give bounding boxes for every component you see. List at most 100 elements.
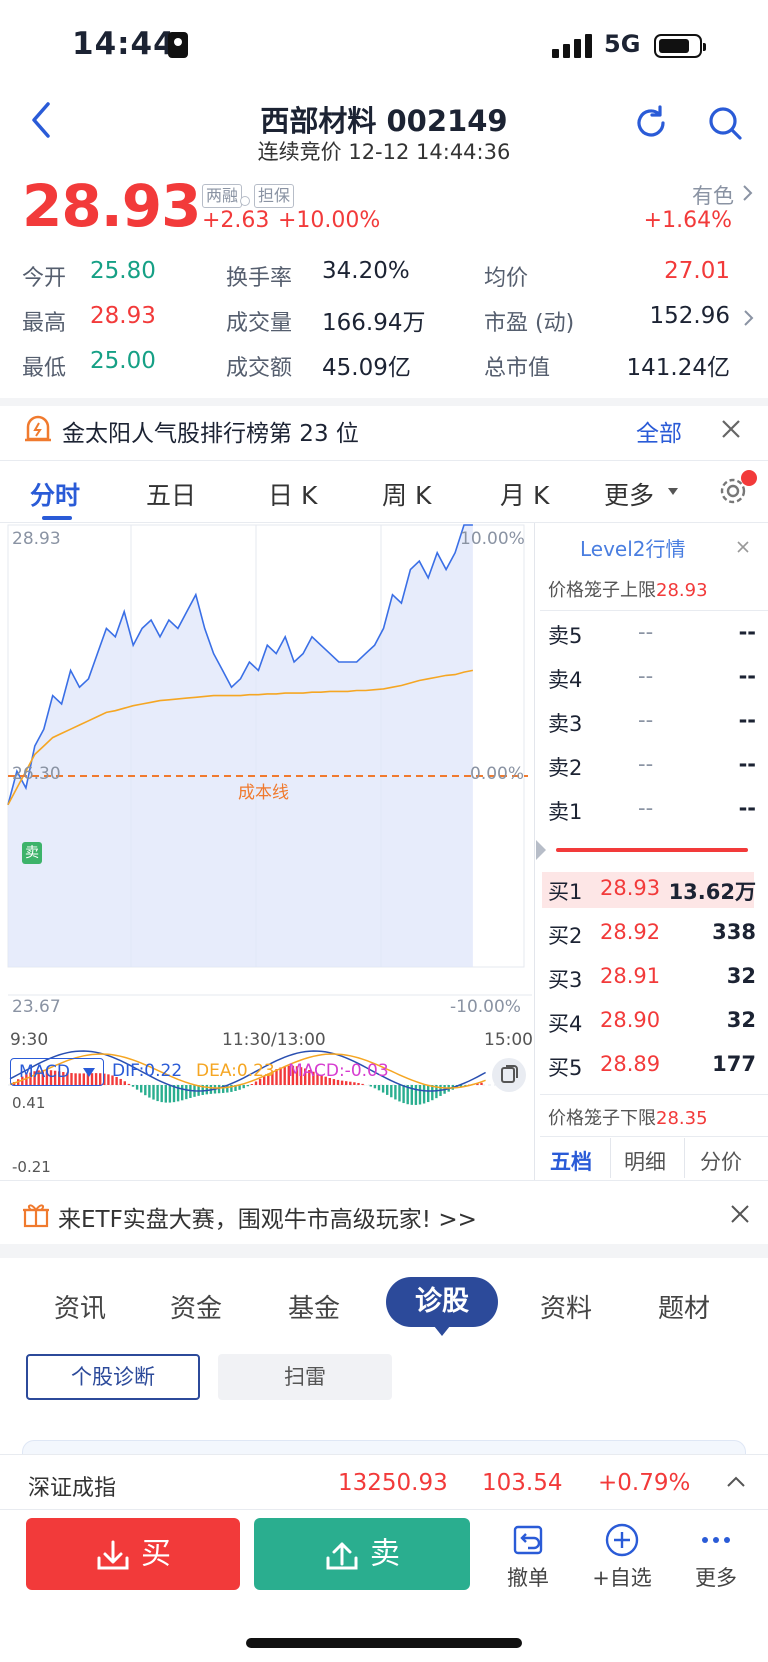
search-icon[interactable] xyxy=(706,104,744,142)
divider xyxy=(0,1180,768,1181)
bid-row[interactable]: 买2 28.92 338 xyxy=(548,920,756,950)
tab-themes[interactable]: 题材 xyxy=(658,1294,711,1324)
stat-label: 成交额 xyxy=(226,356,293,381)
sector-name[interactable]: 有色 xyxy=(692,184,734,208)
tab-news[interactable]: 资讯 xyxy=(54,1294,107,1324)
level2-title[interactable]: Level2行情 xyxy=(580,537,686,561)
battery-icon xyxy=(654,34,706,58)
stock-title: 西部材料 002149 xyxy=(260,104,508,138)
status-bar: 14:44 5G xyxy=(0,0,768,92)
sell-button[interactable]: 卖 xyxy=(254,1518,470,1590)
ask-price: -- xyxy=(638,620,654,644)
margin-tag: 两融 xyxy=(202,184,243,208)
network-type: 5G xyxy=(604,30,641,58)
divider xyxy=(684,1138,685,1178)
macd-dif: DIF:0.22 xyxy=(112,1061,183,1081)
tab-profile[interactable]: 资料 xyxy=(540,1294,593,1324)
popularity-rank[interactable]: 金太阳人气股排行榜第 23 位 xyxy=(62,421,359,447)
stock-diagnosis-button[interactable]: 个股诊断 xyxy=(26,1354,200,1400)
intraday-chart[interactable] xyxy=(0,523,534,1180)
tab-diagnosis[interactable]: 诊股 xyxy=(386,1277,498,1336)
tab-funds-flow[interactable]: 资金 xyxy=(170,1294,223,1324)
more-label: 更多 xyxy=(695,1566,737,1590)
switch-indicator-button[interactable] xyxy=(492,1058,526,1092)
buy-button[interactable]: 买 xyxy=(26,1518,240,1590)
back-arrow-icon[interactable] xyxy=(26,98,56,142)
macd-dea-line xyxy=(9,1053,486,1089)
ask-row[interactable]: 卖5 -- -- xyxy=(548,620,756,650)
bid-volume: 338 xyxy=(712,920,756,944)
ask-volume: -- xyxy=(738,708,756,732)
settings-icon[interactable] xyxy=(716,474,750,508)
chevron-up-icon[interactable] xyxy=(726,1474,746,1488)
divider xyxy=(534,523,535,1180)
signal-icon xyxy=(552,34,594,58)
portrait-lock-icon xyxy=(168,32,188,58)
tab-price-distribution[interactable]: 分价 xyxy=(700,1150,742,1174)
ask-row[interactable]: 卖1 -- -- xyxy=(548,796,756,826)
tab-detail[interactable]: 明细 xyxy=(624,1150,666,1174)
bid-label: 买2 xyxy=(548,924,583,948)
stat-value: 25.80 xyxy=(90,258,156,284)
ask-volume: -- xyxy=(738,796,756,820)
bid-row[interactable]: 买1 28.93 13.62万 xyxy=(548,876,756,906)
tab-more[interactable]: 更多 xyxy=(604,481,655,510)
chevron-right-icon[interactable] xyxy=(740,184,754,202)
ask-label: 卖2 xyxy=(548,756,583,780)
stat-value: 152.96 xyxy=(649,303,730,329)
tab-intraday[interactable]: 分时 xyxy=(30,481,81,510)
tab-fund[interactable]: 基金 xyxy=(288,1294,341,1324)
ask-volume: -- xyxy=(738,620,756,644)
info-icon[interactable] xyxy=(240,196,250,206)
ask-row[interactable]: 卖3 -- -- xyxy=(548,708,756,738)
bid-volume: 13.62万 xyxy=(668,880,756,904)
close-icon[interactable] xyxy=(720,418,742,440)
risk-scan-button[interactable]: 扫雷 xyxy=(218,1354,392,1400)
chevron-right-icon[interactable] xyxy=(742,309,754,327)
tab-weekly-k[interactable]: 周 K xyxy=(382,481,432,510)
stat-label: 成交量 xyxy=(226,311,293,336)
stat-value: 45.09亿 xyxy=(322,355,411,381)
ask-price: -- xyxy=(638,708,654,732)
ask-price: -- xyxy=(638,752,654,776)
cost-line-label: 成本线 xyxy=(238,783,289,803)
banner-view-all[interactable]: 全部 xyxy=(636,421,682,447)
stat-label: 均价 xyxy=(484,266,529,291)
ask-row[interactable]: 卖4 -- -- xyxy=(548,664,756,694)
tab-five-day[interactable]: 五日 xyxy=(146,481,197,510)
add-watchlist-button[interactable]: +自选 xyxy=(582,1522,662,1592)
promo-banner[interactable]: 来ETF实盘大赛，围观牛市高级玩家! >> xyxy=(58,1207,477,1233)
divider xyxy=(540,610,768,611)
tab-daily-k[interactable]: 日 K xyxy=(268,481,318,510)
bid-label: 买1 xyxy=(548,880,583,904)
ask-label: 卖3 xyxy=(548,712,583,736)
macd-axis-bottom: -0.21 xyxy=(12,1158,51,1176)
more-button[interactable]: 更多 xyxy=(676,1522,756,1592)
indicator-selector[interactable]: MACD xyxy=(10,1058,104,1086)
lower-limit-value: 28.35 xyxy=(656,1108,708,1129)
macd-dea: DEA:0.23 xyxy=(196,1061,275,1081)
dropdown-arrow-icon[interactable] xyxy=(668,488,678,496)
bid-price: 28.89 xyxy=(600,1052,661,1076)
bid-volume: 177 xyxy=(712,1052,756,1076)
divider xyxy=(0,1244,768,1258)
ask-label: 卖1 xyxy=(548,800,583,824)
close-icon[interactable] xyxy=(736,540,750,554)
divider xyxy=(0,522,768,523)
bid-row[interactable]: 买4 28.90 32 xyxy=(548,1008,756,1038)
cancel-order-button[interactable]: 撤单 xyxy=(488,1522,568,1592)
sell-marker[interactable]: 卖 xyxy=(22,842,42,864)
bid-row[interactable]: 买5 28.89 177 xyxy=(548,1052,756,1082)
tab-monthly-k[interactable]: 月 K xyxy=(500,481,550,510)
close-icon[interactable] xyxy=(730,1204,750,1224)
tab-five-levels[interactable]: 五档 xyxy=(550,1150,592,1174)
ask-row[interactable]: 卖2 -- -- xyxy=(548,752,756,782)
bid-volume: 32 xyxy=(726,964,756,988)
refresh-icon[interactable] xyxy=(632,104,670,142)
swap-icon xyxy=(501,1065,518,1083)
stat-label: 最低 xyxy=(22,356,67,381)
bid-row[interactable]: 买3 28.91 32 xyxy=(548,964,756,994)
current-price-marker-icon xyxy=(536,840,546,860)
index-bar[interactable] xyxy=(0,1454,768,1510)
ask-volume: -- xyxy=(738,664,756,688)
